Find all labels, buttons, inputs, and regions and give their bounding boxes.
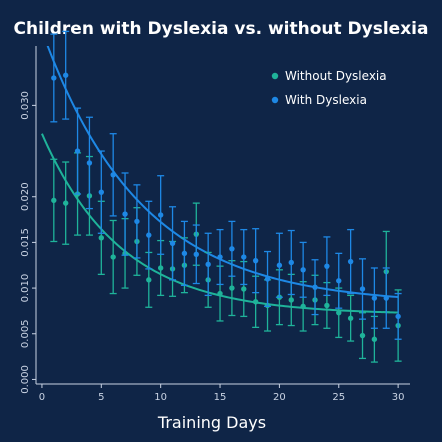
data-point-with-dyslexia xyxy=(347,258,354,265)
data-point-with-dyslexia xyxy=(324,263,330,269)
data-point-without-dyslexia xyxy=(336,310,342,316)
data-point-without-dyslexia xyxy=(288,297,294,303)
legend-label: Without Dyslexia xyxy=(285,69,387,83)
chart-title: Children with Dyslexia vs. without Dysle… xyxy=(14,19,429,39)
x-tick-label: 15 xyxy=(214,392,227,403)
legend-label: With Dyslexia xyxy=(285,93,367,107)
data-point-with-dyslexia xyxy=(122,211,128,217)
data-point-with-dyslexia xyxy=(157,212,164,218)
legend-marker xyxy=(271,96,279,104)
data-point-with-dyslexia xyxy=(241,254,247,260)
data-point-with-dyslexia xyxy=(74,148,81,154)
data-point-with-dyslexia xyxy=(229,246,235,252)
data-point-without-dyslexia xyxy=(98,235,105,241)
data-point-without-dyslexia xyxy=(300,303,306,310)
y-tick-label: 0.010 xyxy=(20,274,31,303)
y-tick-label: 0.020 xyxy=(20,182,31,211)
y-tick-label: 0.005 xyxy=(20,319,31,348)
data-point-with-dyslexia xyxy=(181,250,188,257)
data-point-with-dyslexia xyxy=(395,313,401,320)
data-point-with-dyslexia xyxy=(252,257,259,264)
data-point-with-dyslexia xyxy=(169,240,176,247)
data-point-with-dyslexia xyxy=(205,261,211,268)
data-point-with-dyslexia xyxy=(193,251,199,257)
data-point-without-dyslexia xyxy=(371,336,378,342)
data-point-with-dyslexia xyxy=(134,218,140,225)
x-axis-label: Training Days xyxy=(157,413,266,432)
y-tick-label: 0.015 xyxy=(20,228,31,257)
data-point-with-dyslexia xyxy=(62,72,69,78)
data-point-without-dyslexia xyxy=(229,285,235,291)
data-point-without-dyslexia xyxy=(241,286,247,292)
legend-marker xyxy=(271,72,279,80)
y-tick-label: 0.030 xyxy=(20,91,31,120)
data-point-with-dyslexia xyxy=(371,295,378,301)
data-point-with-dyslexia xyxy=(359,286,366,292)
data-point-with-dyslexia xyxy=(383,295,389,301)
data-point-without-dyslexia xyxy=(157,265,164,271)
data-point-without-dyslexia xyxy=(217,290,223,297)
data-point-with-dyslexia xyxy=(336,278,342,284)
data-point-with-dyslexia xyxy=(264,276,271,282)
data-point-without-dyslexia xyxy=(359,332,366,339)
data-point-with-dyslexia xyxy=(51,75,57,81)
data-point-with-dyslexia xyxy=(146,232,152,238)
data-point-with-dyslexia xyxy=(110,172,116,178)
data-point-with-dyslexia xyxy=(300,267,306,273)
data-point-without-dyslexia xyxy=(51,197,57,204)
x-tick-label: 0 xyxy=(39,392,45,403)
x-tick-label: 20 xyxy=(273,392,286,403)
data-point-without-dyslexia xyxy=(324,302,330,309)
data-point-with-dyslexia xyxy=(312,284,318,290)
x-tick-label: 25 xyxy=(332,392,345,403)
data-point-with-dyslexia xyxy=(86,160,93,166)
data-point-with-dyslexia xyxy=(276,262,283,268)
data-point-with-dyslexia xyxy=(217,254,223,260)
x-tick-label: 5 xyxy=(98,392,104,403)
x-tick-label: 30 xyxy=(392,392,405,403)
data-point-without-dyslexia xyxy=(110,254,116,260)
data-point-without-dyslexia xyxy=(347,315,354,321)
legend: Without Dyslexia With Dyslexia xyxy=(271,69,387,107)
data-point-without-dyslexia xyxy=(62,200,69,206)
x-tick-label: 10 xyxy=(154,392,167,403)
data-point-without-dyslexia xyxy=(146,277,152,283)
plot-area: 0 5 10 15 20 25 30 0.000 0.005 0.010 0.015 0.020 0.0… xyxy=(20,30,410,403)
y-tick-label: 0.000 xyxy=(20,365,31,394)
data-point-with-dyslexia xyxy=(98,189,105,195)
data-point-without-dyslexia xyxy=(252,299,259,305)
data-point-with-dyslexia xyxy=(288,259,294,266)
